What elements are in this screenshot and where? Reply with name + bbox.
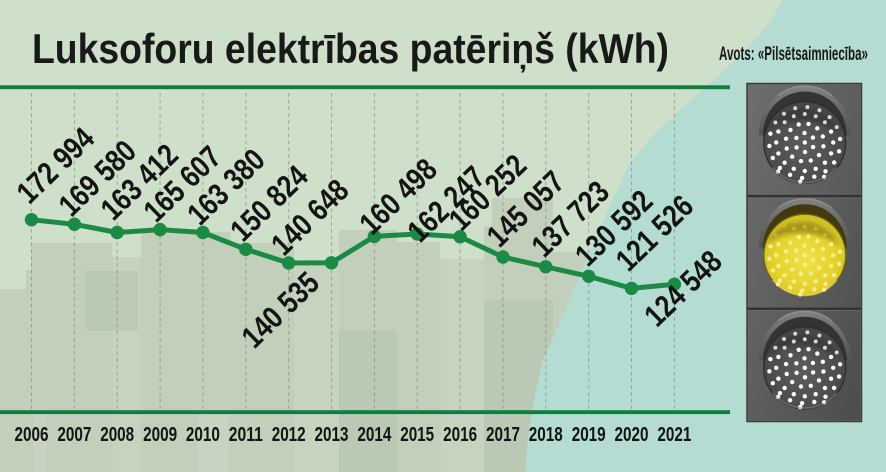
- svg-text:2006: 2006: [15, 424, 49, 446]
- svg-text:Avots: «Pilsētsaimniecība»: Avots: «Pilsētsaimniecība»: [719, 44, 868, 65]
- svg-text:2016: 2016: [443, 424, 477, 446]
- svg-text:2009: 2009: [143, 424, 177, 446]
- svg-text:2020: 2020: [615, 424, 649, 446]
- svg-text:2010: 2010: [186, 424, 220, 446]
- svg-text:2012: 2012: [272, 424, 306, 446]
- svg-text:2014: 2014: [357, 424, 392, 446]
- svg-text:2013: 2013: [315, 424, 349, 446]
- svg-text:2015: 2015: [400, 424, 434, 446]
- svg-text:2007: 2007: [57, 424, 91, 446]
- svg-text:2017: 2017: [486, 424, 520, 446]
- svg-text:2008: 2008: [100, 424, 134, 446]
- svg-text:2018: 2018: [529, 424, 563, 446]
- svg-text:2011: 2011: [229, 424, 263, 446]
- svg-text:2019: 2019: [572, 424, 606, 446]
- svg-text:Luksoforu elektrības patēriņš: Luksoforu elektrības patēriņš (kWh): [32, 25, 669, 73]
- svg-text:2021: 2021: [657, 424, 691, 446]
